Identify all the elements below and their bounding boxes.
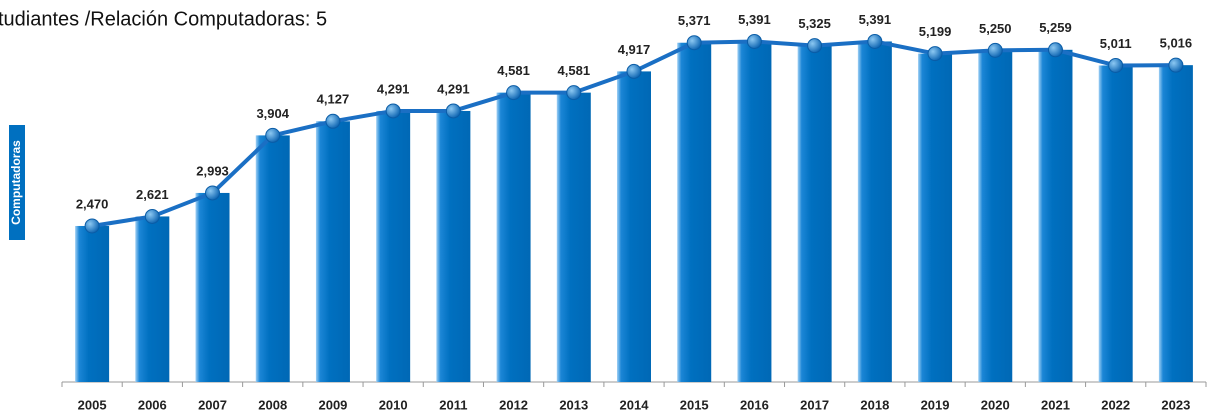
x-tick-label: 2023 <box>1161 397 1190 412</box>
x-tick-label: 2018 <box>860 397 889 412</box>
data-label: 5,016 <box>1160 36 1193 51</box>
data-label: 4,291 <box>377 81 410 96</box>
data-label: 5,011 <box>1100 36 1132 51</box>
bar <box>195 192 230 382</box>
point <box>1047 42 1063 58</box>
point <box>265 127 281 143</box>
bar <box>315 121 350 383</box>
bar <box>1098 65 1133 382</box>
bar <box>376 110 411 382</box>
data-label: 4,127 <box>317 92 350 107</box>
x-tick-label: 2014 <box>620 397 650 412</box>
point <box>84 218 100 234</box>
point <box>867 33 883 49</box>
data-label: 4,581 <box>497 63 530 78</box>
bar <box>617 71 651 383</box>
bar <box>918 53 953 383</box>
bar <box>255 135 290 382</box>
x-tick-label: 2009 <box>318 397 347 412</box>
point <box>445 103 461 119</box>
data-label: 5,391 <box>738 12 771 27</box>
x-tick-label: 2008 <box>258 397 287 412</box>
x-tick-label: 2020 <box>981 397 1010 412</box>
x-tick-label: 2016 <box>740 397 769 412</box>
data-label: 5,325 <box>798 16 831 31</box>
data-label: 5,250 <box>979 21 1012 36</box>
x-tick-label: 2013 <box>559 397 588 412</box>
bar <box>135 216 170 382</box>
data-label: 2,470 <box>76 196 109 211</box>
x-tick-label: 2010 <box>379 397 408 412</box>
data-label: 4,291 <box>437 81 470 96</box>
bar <box>75 225 110 382</box>
point <box>686 35 702 51</box>
x-tick-label: 2021 <box>1041 397 1070 412</box>
bar <box>978 50 1013 382</box>
bar <box>857 41 892 382</box>
point <box>205 185 221 201</box>
bar <box>797 45 832 382</box>
point <box>927 46 943 62</box>
y-label-box <box>9 125 25 240</box>
data-label: 5,259 <box>1039 20 1072 35</box>
point <box>1168 57 1184 73</box>
chart-title: tudiantes /Relación Computadoras: 5 <box>0 8 327 30</box>
data-label: 3,904 <box>256 106 289 121</box>
point <box>1108 57 1124 73</box>
point <box>987 42 1003 58</box>
point <box>506 85 522 101</box>
point <box>385 103 401 119</box>
data-label: 5,391 <box>859 12 892 27</box>
data-label: 2,621 <box>136 187 169 202</box>
data-label: 2,993 <box>196 163 229 178</box>
point <box>566 85 582 101</box>
bar <box>436 110 471 382</box>
bar <box>677 42 712 382</box>
bar <box>496 92 531 383</box>
x-tick-label: 2019 <box>921 397 950 412</box>
y-axis-label: Computadoras <box>9 140 23 225</box>
data-label: 5,371 <box>678 13 711 28</box>
x-tick-label: 2015 <box>680 397 709 412</box>
point <box>144 208 160 224</box>
point <box>626 63 642 79</box>
x-tick-label: 2011 <box>439 397 467 412</box>
data-label: 5,199 <box>919 24 952 39</box>
bar <box>1038 49 1073 383</box>
point <box>807 38 823 54</box>
data-label: 4,917 <box>618 42 651 57</box>
bar <box>556 92 591 383</box>
point <box>746 33 762 49</box>
bar <box>737 41 772 382</box>
x-tick-label: 2007 <box>198 397 227 412</box>
x-tick-label: 2022 <box>1101 397 1130 412</box>
data-label: 4,581 <box>558 63 591 78</box>
bar <box>1158 65 1193 382</box>
x-tick-label: 2006 <box>138 397 167 412</box>
x-tick-label: 2012 <box>499 397 528 412</box>
x-tick-label: 2017 <box>800 397 829 412</box>
point <box>325 113 341 129</box>
x-tick-label: 2005 <box>78 397 107 412</box>
